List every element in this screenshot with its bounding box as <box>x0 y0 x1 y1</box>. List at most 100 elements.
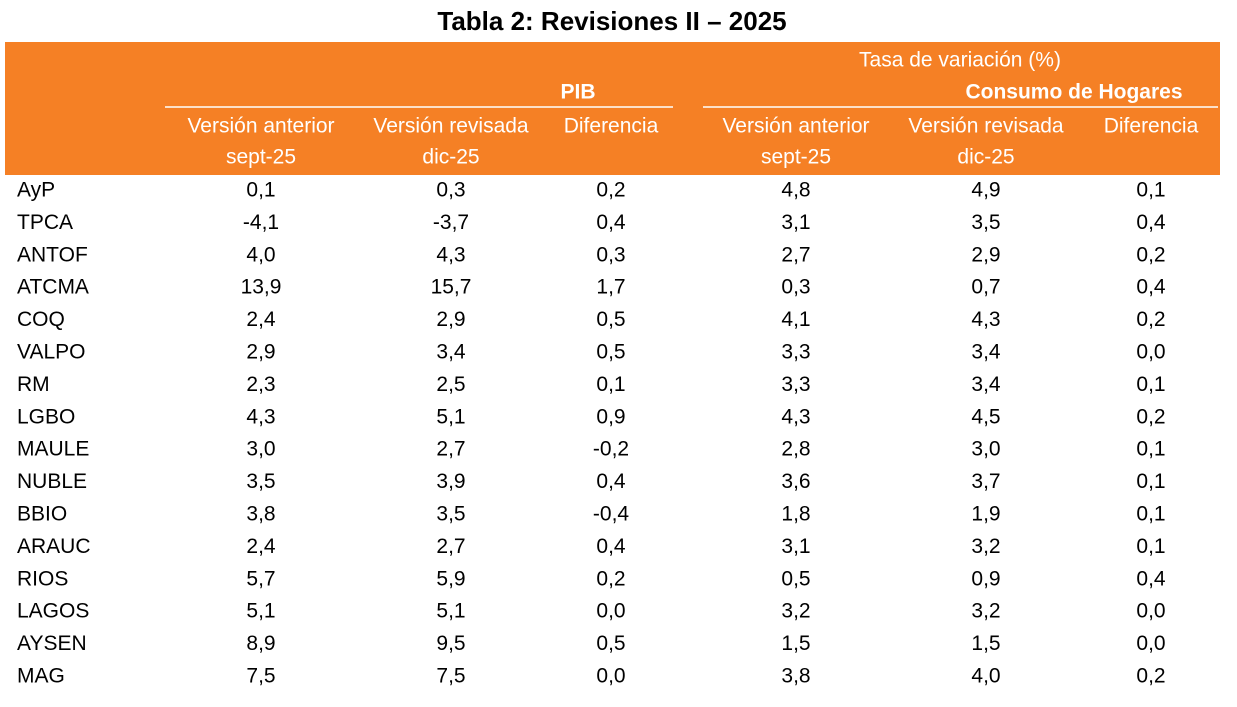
cell: 3,8 <box>781 665 810 688</box>
cell: 4,0 <box>246 243 275 266</box>
cell: -0,2 <box>593 438 629 461</box>
cell: 0,0 <box>596 665 625 688</box>
row-label: COQ <box>17 308 65 331</box>
cell: 3,0 <box>971 438 1000 461</box>
cell: 0,5 <box>596 341 625 364</box>
cell: 2,4 <box>246 535 276 558</box>
cell: -3,7 <box>433 211 469 234</box>
row-label: RIOS <box>17 567 68 590</box>
cell: 0,0 <box>1136 600 1165 623</box>
cell: 0,1 <box>1136 503 1165 526</box>
cell: 5,1 <box>436 600 465 623</box>
cell: 0,2 <box>596 567 625 590</box>
group-label: Consumo de Hogares <box>965 81 1182 104</box>
cell: 4,3 <box>246 405 275 428</box>
cell: 4,3 <box>781 405 810 428</box>
cell: 0,1 <box>1136 438 1165 461</box>
cell: 3,7 <box>971 470 1000 493</box>
row-label: MAG <box>17 665 65 688</box>
column-header: sept-25 <box>226 146 296 169</box>
table-title: Tabla 2: Revisiones II – 2025 <box>437 6 786 36</box>
cell: 3,1 <box>781 535 810 558</box>
cell: 0,7 <box>971 276 1000 299</box>
cell: -4,1 <box>243 211 279 234</box>
group-label: PIB <box>560 81 595 104</box>
cell: 2,7 <box>436 535 465 558</box>
cell: 3,5 <box>246 470 275 493</box>
row-label: AYSEN <box>17 632 87 655</box>
cell: 0,3 <box>781 276 810 299</box>
row-label: BBIO <box>17 503 67 526</box>
cell: 2,9 <box>246 341 275 364</box>
cell: 0,4 <box>596 470 626 493</box>
group-title: Tasa de variación (%) <box>859 49 1061 72</box>
cell: 5,9 <box>436 567 465 590</box>
cell: 4,8 <box>781 179 810 202</box>
cell: 3,4 <box>436 341 466 364</box>
cell: 3,1 <box>781 211 810 234</box>
cell: 0,3 <box>436 179 465 202</box>
cell: 3,3 <box>781 341 810 364</box>
cell: 3,5 <box>436 503 465 526</box>
row-label: LGBO <box>17 405 75 428</box>
row-label: ANTOF <box>17 243 88 266</box>
cell: 2,9 <box>436 308 465 331</box>
column-header: Versión anterior <box>722 115 869 138</box>
cell: 0,3 <box>596 243 625 266</box>
cell: 5,1 <box>436 405 465 428</box>
cell: 0,5 <box>596 308 625 331</box>
cell: 0,4 <box>596 535 626 558</box>
cell: 9,5 <box>436 632 465 655</box>
cell: 1,7 <box>596 276 625 299</box>
row-label: AyP <box>17 179 55 202</box>
cell: 3,0 <box>246 438 275 461</box>
cell: 2,5 <box>436 373 465 396</box>
cell: 3,5 <box>971 211 1000 234</box>
cell: 2,3 <box>246 373 275 396</box>
header-band <box>5 42 1220 175</box>
cell: 0,1 <box>1136 535 1165 558</box>
row-label: VALPO <box>17 341 85 364</box>
cell: 3,4 <box>971 373 1001 396</box>
cell: 4,1 <box>781 308 810 331</box>
column-header: Versión revisada <box>373 115 529 138</box>
cell: 4,0 <box>971 665 1000 688</box>
column-header: Versión anterior <box>187 115 334 138</box>
cell: 2,8 <box>781 438 810 461</box>
row-label: ARAUC <box>17 535 91 558</box>
cell: 0,2 <box>1136 665 1165 688</box>
cell: 2,7 <box>781 243 810 266</box>
cell: 0,2 <box>596 179 625 202</box>
cell: 4,3 <box>436 243 465 266</box>
cell: -0,4 <box>593 503 630 526</box>
cell: 13,9 <box>241 276 282 299</box>
column-header: dic-25 <box>422 146 479 169</box>
cell: 4,5 <box>971 405 1000 428</box>
cell: 1,5 <box>971 632 1000 655</box>
cell: 8,9 <box>246 632 275 655</box>
cell: 0,0 <box>596 600 625 623</box>
cell: 7,5 <box>436 665 465 688</box>
column-header: Versión revisada <box>908 115 1064 138</box>
cell: 0,1 <box>1136 179 1165 202</box>
cell: 0,4 <box>1136 276 1166 299</box>
cell: 0,1 <box>1136 470 1165 493</box>
cell: 3,3 <box>781 373 810 396</box>
column-header: dic-25 <box>957 146 1014 169</box>
row-label: NUBLE <box>17 470 87 493</box>
cell: 0,1 <box>1136 373 1165 396</box>
cell: 5,7 <box>246 567 275 590</box>
cell: 1,9 <box>971 503 1000 526</box>
cell: 3,9 <box>436 470 465 493</box>
cell: 4,3 <box>971 308 1000 331</box>
column-header: Diferencia <box>1104 115 1199 138</box>
cell: 0,1 <box>596 373 625 396</box>
row-label: TPCA <box>17 211 73 234</box>
column-header: Diferencia <box>564 115 659 138</box>
cell: 0,0 <box>1136 341 1165 364</box>
row-label: LAGOS <box>17 600 89 623</box>
cell: 0,1 <box>246 179 275 202</box>
cell: 7,5 <box>246 665 275 688</box>
row-label: RM <box>17 373 50 396</box>
